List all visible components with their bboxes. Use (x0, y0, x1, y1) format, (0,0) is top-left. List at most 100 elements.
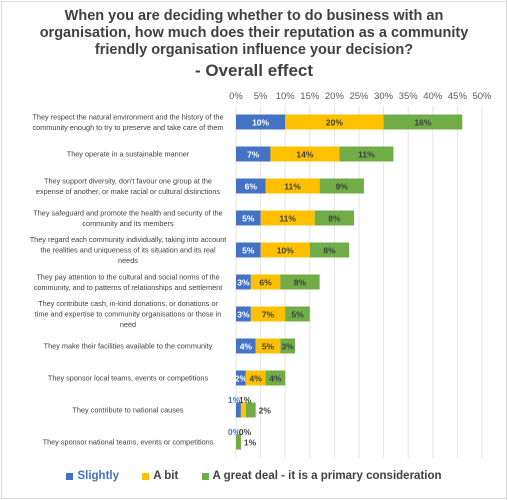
bar-data-label: 11% (284, 182, 301, 192)
bar-segment (236, 434, 241, 450)
bar-data-label: 8% (294, 278, 307, 288)
bar-data-label: 5% (242, 246, 255, 256)
bar-data-label: 8% (328, 214, 341, 224)
bar-segment (236, 338, 256, 354)
x-tick-label: 25% (349, 91, 369, 102)
bar-segment (236, 210, 261, 226)
bar-data-label: 1% (239, 395, 252, 405)
bar-data-label: 20% (326, 118, 343, 128)
bar-segment (339, 146, 394, 162)
bar-segment (240, 402, 246, 418)
legend-label-a-bit: A bit (153, 470, 179, 482)
bar-segment (236, 306, 251, 322)
category-label: They pay attention to the cultural and s… (34, 272, 222, 292)
category-label: They safeguard and promote the health an… (33, 208, 222, 228)
bar-data-label: 8% (323, 246, 336, 256)
bar-segment (245, 370, 266, 386)
category-label: They respect the natural environment and… (32, 112, 223, 132)
bar-segment (236, 146, 271, 162)
category-label: They regard each community individually,… (30, 235, 227, 265)
bar-data-label: 10% (252, 118, 269, 128)
bar-data-label: 6% (245, 182, 258, 192)
bar-data-label: 3% (237, 278, 250, 288)
bar-data-label: 0% (239, 427, 252, 437)
chart-legend: Slightly A bit A great deal - it is a pr… (0, 470, 508, 483)
bar-segment (319, 178, 364, 194)
bar-segment (285, 306, 310, 322)
bar-data-label: 16% (414, 118, 431, 128)
category-label: They sponsor national teams, events or c… (43, 438, 214, 447)
x-tick-label: 0% (229, 91, 243, 102)
bar-data-label: 4% (269, 374, 282, 384)
bar-segment (245, 402, 256, 418)
category-label: They sponsor local teams, events or comp… (48, 374, 209, 383)
bar-data-label: 0% (228, 427, 241, 437)
chart-title: When you are deciding whether to do busi… (39, 8, 469, 58)
x-tick-label: 10% (276, 91, 296, 102)
bar-segment (314, 210, 355, 226)
legend-item-slightly: Slightly (66, 470, 119, 482)
chart-title-block: When you are deciding whether to do busi… (20, 8, 488, 82)
bar-segment (265, 370, 286, 386)
x-tick-label: 40% (423, 91, 443, 102)
bar-segment (236, 114, 286, 130)
bar-data-label: 7% (262, 310, 275, 320)
chart-subtitle: - Overall effect (194, 61, 314, 80)
bar-segment (260, 210, 315, 226)
bar-segment (255, 338, 281, 354)
legend-swatch-great-deal (201, 472, 209, 480)
bar-segment (236, 370, 246, 386)
bar-segment (236, 402, 241, 418)
category-label: They contribute to national causes (72, 406, 183, 415)
legend-item-great-deal: A great deal - it is a primary considera… (201, 470, 442, 482)
bar-data-label: 2% (235, 374, 248, 384)
legend-label-slightly: Slightly (77, 470, 119, 482)
bar-data-label: 4% (250, 374, 263, 384)
bar-segment (280, 338, 296, 354)
bar-segment (280, 274, 320, 290)
x-tick-label: 30% (374, 91, 394, 102)
legend-swatch-a-bit (142, 472, 150, 480)
bar-segment (260, 242, 310, 258)
bar-segment (285, 114, 384, 130)
category-label: They contribute cash, in-kind donations,… (35, 299, 222, 329)
category-label: They make their facilities available to … (44, 342, 213, 351)
bar-data-label: 6% (259, 278, 272, 288)
x-tick-label: 35% (399, 91, 419, 102)
bar-data-label: 5% (291, 310, 304, 320)
bar-data-label: 14% (296, 150, 313, 160)
bar-data-label: 4% (240, 342, 253, 352)
bar-segment (236, 274, 251, 290)
x-tick-label: 15% (300, 91, 320, 102)
x-tick-label: 5% (254, 91, 268, 102)
x-tick-label: 20% (325, 91, 345, 102)
category-label: They support diversity, don't favour one… (36, 176, 220, 196)
x-tick-label: 50% (472, 91, 492, 102)
bar-segment (383, 114, 463, 130)
bar-segment (236, 242, 261, 258)
bar-data-label: 11% (358, 150, 375, 160)
bar-segment (250, 274, 281, 290)
bar-data-label: 7% (247, 150, 260, 160)
category-label: They operate in a sustainable manner (67, 150, 190, 159)
legend-label-great-deal: A great deal - it is a primary considera… (212, 470, 442, 482)
bar-segment (236, 178, 266, 194)
legend-item-a-bit: A bit (142, 470, 178, 482)
bar-data-label: 2% (259, 406, 272, 416)
bar-data-label: 9% (336, 182, 349, 192)
bar-segment (270, 146, 340, 162)
bar-data-label: 5% (262, 342, 275, 352)
bar-data-label: 3% (237, 310, 250, 320)
stacked-bar-chart: 0% 5% 10% 15% 20% 25% 30% 35% 40% 45% 50% They resp… (30, 91, 492, 458)
legend-swatch-slightly (66, 472, 74, 480)
bar-data-label: 1% (228, 395, 241, 405)
bar-data-label: 1% (244, 438, 257, 448)
bar-segment (250, 306, 286, 322)
bar-data-label: 10% (277, 246, 294, 256)
bar-data-label: 3% (282, 342, 295, 352)
bar-data-label: 5% (242, 214, 255, 224)
x-tick-label: 45% (448, 91, 468, 102)
bar-segment (309, 242, 350, 258)
bar-segment (265, 178, 320, 194)
bar-data-label: 11% (279, 214, 296, 224)
